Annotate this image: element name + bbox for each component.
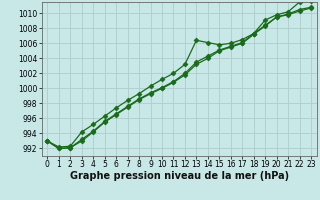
X-axis label: Graphe pression niveau de la mer (hPa): Graphe pression niveau de la mer (hPa) <box>70 171 289 181</box>
